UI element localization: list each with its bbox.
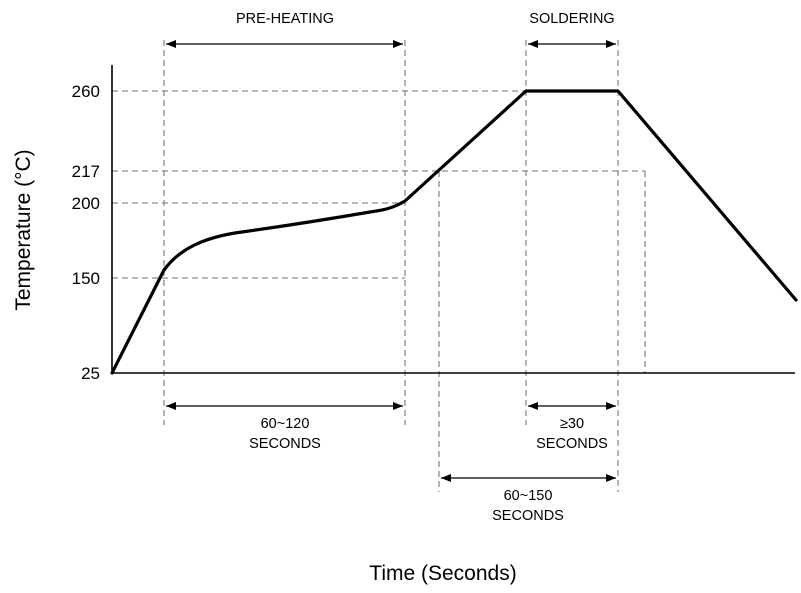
above217-duration-unit: SECONDS — [492, 508, 564, 524]
y-tick-label: 217 — [72, 162, 100, 181]
y-tick-label: 25 — [81, 364, 100, 383]
preheat-duration-unit: SECONDS — [249, 436, 321, 452]
y-tick-label: 150 — [72, 269, 100, 288]
above217-duration-value: 60~150 — [504, 488, 553, 504]
y-tick-labels: 260 217 200 150 25 — [72, 82, 100, 383]
soldering-duration-unit: SECONDS — [536, 436, 608, 452]
y-axis-title: Temperature (°C) — [12, 149, 35, 310]
preheating-label: PRE-HEATING — [236, 11, 334, 27]
temperature-profile-line — [112, 91, 796, 373]
preheat-duration-value: 60~120 — [261, 416, 310, 432]
y-tick-label: 260 — [72, 82, 100, 101]
soldering-label: SOLDERING — [529, 11, 614, 27]
x-axis-title: Time (Seconds) — [369, 562, 516, 585]
y-tick-label: 200 — [72, 194, 100, 213]
soldering-duration-value: ≥30 — [560, 416, 584, 432]
